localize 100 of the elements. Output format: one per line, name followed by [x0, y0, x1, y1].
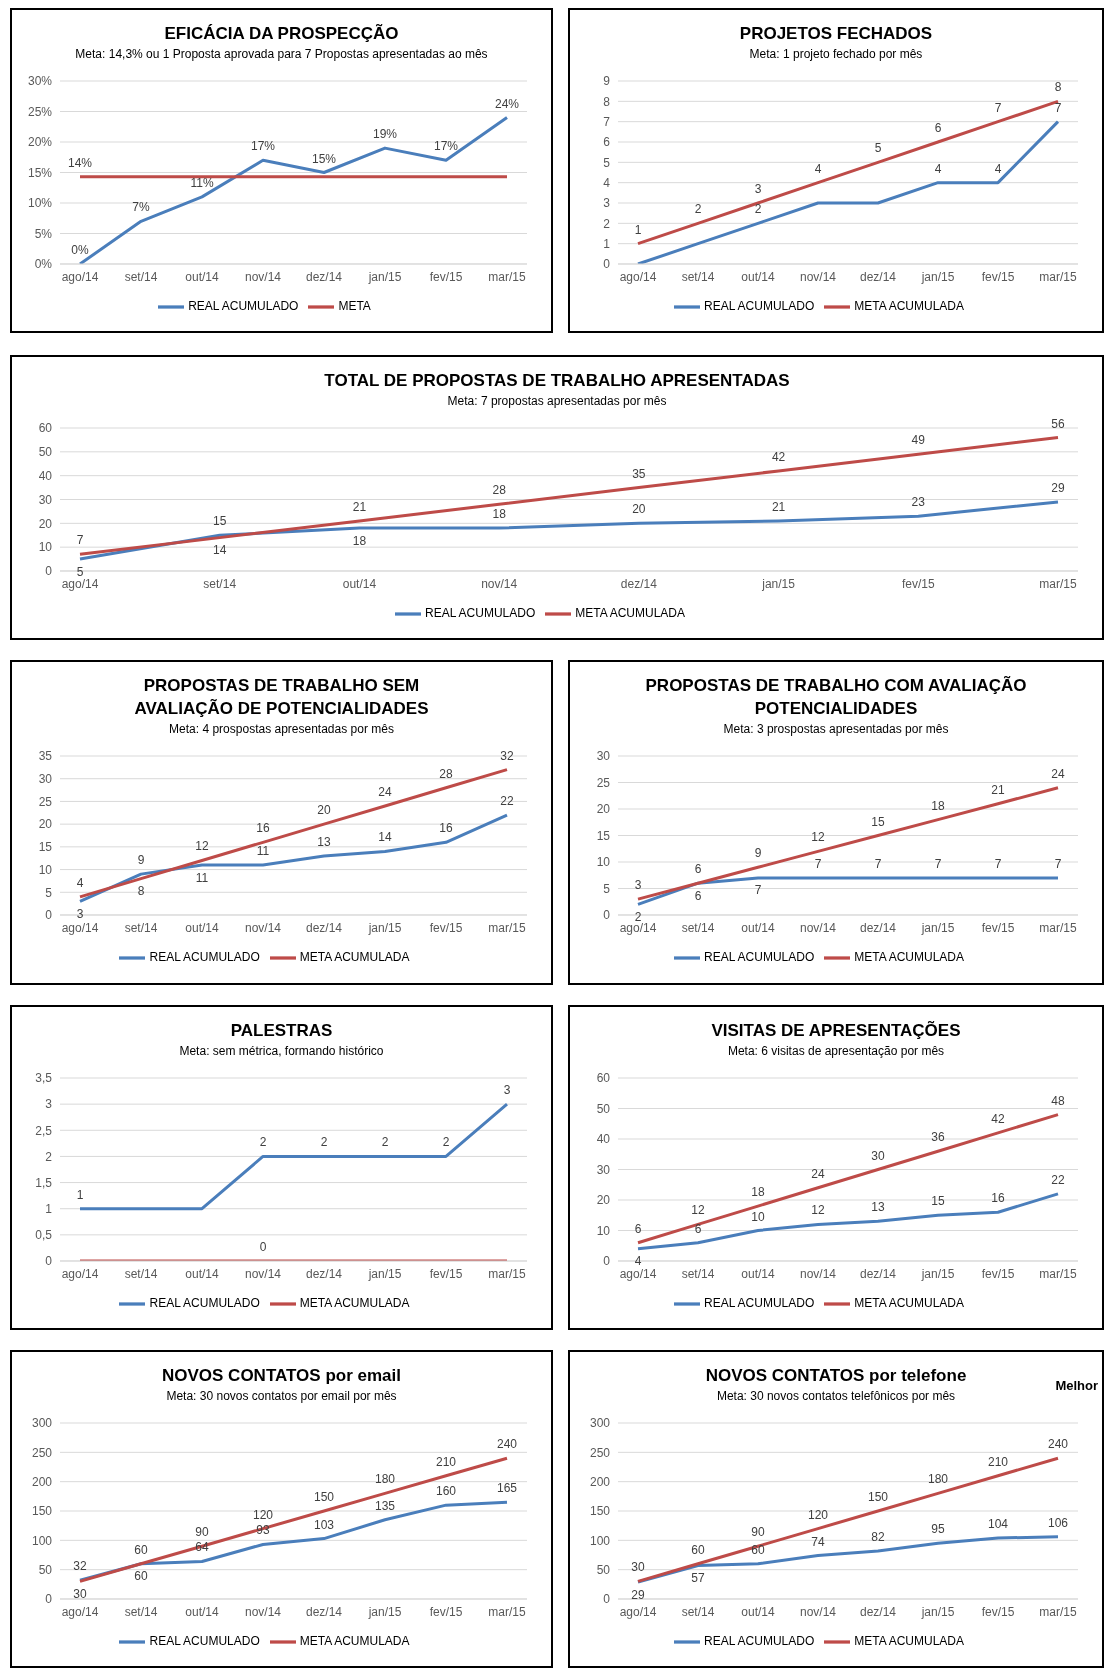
data-label: 14 — [213, 543, 227, 558]
y-tick-label: 0% — [34, 257, 53, 272]
y-tick-label: 1 — [45, 1201, 53, 1216]
y-tick-label: 8 — [603, 94, 611, 109]
y-tick-label: 5% — [34, 226, 53, 241]
x-tick-label: jan/15 — [367, 269, 402, 284]
data-label: 210 — [987, 1454, 1009, 1469]
x-tick-label: set/14 — [681, 269, 715, 284]
data-label: 21 — [771, 499, 786, 514]
x-tick-label: jan/15 — [367, 1266, 402, 1281]
data-label: 18 — [492, 507, 507, 522]
y-tick-label: 50 — [38, 445, 53, 460]
line-series — [636, 99, 1060, 246]
data-label: 9 — [137, 853, 145, 868]
y-tick-label: 30 — [596, 749, 611, 764]
chart-title: PROPOSTAS DE TRABALHO COM AVALIAÇÃO POTENCIALIDADES — [644, 675, 1028, 720]
text: Melhor — [1055, 1378, 1098, 1393]
data-label: 2 — [381, 1135, 389, 1150]
y-tick-label: 20 — [38, 817, 53, 832]
y-tick-label: 300 — [31, 1416, 53, 1431]
y-tick-label: 15 — [596, 828, 611, 843]
data-label: 7 — [874, 856, 882, 871]
x-tick-label: fev/15 — [429, 269, 463, 284]
x-tick-label: out/14 — [741, 1604, 775, 1619]
data-label: 12 — [195, 839, 209, 854]
data-label: 15 — [213, 514, 227, 529]
x-tick-label: jan/15 — [920, 269, 955, 284]
data-label: 24 — [378, 784, 392, 799]
x-tick-label: dez/14 — [859, 1266, 897, 1281]
chart-title: PALESTRAS — [229, 1020, 334, 1042]
data-label: 60 — [134, 1569, 148, 1584]
y-tick-label: 15% — [27, 165, 53, 180]
x-tick-label: nov/14 — [244, 1604, 282, 1619]
data-label: 6 — [934, 121, 942, 135]
data-label: 7 — [76, 533, 84, 548]
y-tick-label: 0 — [603, 1592, 611, 1607]
y-tick-label: 100 — [31, 1533, 53, 1548]
y-tick-label: 10 — [596, 1223, 611, 1238]
chart-subtitle: Meta: 3 prospostas apresentadas por mês — [722, 722, 950, 736]
y-tick-label: 15 — [38, 840, 53, 855]
data-label: 17% — [433, 139, 459, 154]
x-tick-label: jan/15 — [761, 576, 796, 591]
chart-title: EFICÁCIA DA PROSPECÇÃO — [163, 23, 400, 45]
x-tick-label: jan/15 — [920, 1266, 955, 1281]
legend-label: META ACUMULADA — [854, 299, 965, 314]
data-label: 14% — [67, 155, 93, 170]
y-tick-label: 40 — [38, 468, 53, 483]
data-label: 120 — [807, 1507, 829, 1522]
data-label: 11 — [256, 844, 270, 859]
chart-title: TOTAL DE PROPOSTAS DE TRABALHO APRESENTADAS — [323, 370, 791, 392]
x-tick-label: set/14 — [203, 576, 237, 591]
data-label: 2 — [259, 1135, 267, 1150]
legend-label: REAL ACUMULADO — [424, 606, 536, 621]
data-label: 104 — [987, 1516, 1009, 1531]
x-tick-label: out/14 — [185, 920, 219, 935]
x-tick-label: set/14 — [681, 1266, 715, 1281]
x-tick-label: nov/14 — [799, 1266, 837, 1281]
data-label: 3 — [76, 906, 84, 921]
data-label: 240 — [1047, 1437, 1069, 1452]
data-label: 12 — [811, 1203, 825, 1218]
legend-label: META ACUMULADA — [299, 1296, 410, 1311]
data-label: 7 — [1054, 856, 1062, 871]
data-label: 240 — [496, 1437, 518, 1452]
data-label: 42 — [991, 1111, 1005, 1126]
y-tick-label: 60 — [596, 1071, 611, 1086]
data-label: 18 — [352, 533, 367, 548]
y-tick-label: 20 — [38, 516, 53, 531]
data-label: 29 — [1051, 480, 1065, 495]
data-label: 2 — [442, 1135, 450, 1150]
data-label: 10 — [751, 1209, 765, 1224]
data-label: 15% — [311, 151, 337, 166]
data-label: 12 — [811, 830, 825, 845]
x-tick-label: nov/14 — [799, 269, 837, 284]
legend-label: META ACUMULADA — [854, 1634, 965, 1649]
data-label: 6 — [694, 862, 702, 877]
y-tick-label: 6 — [603, 135, 611, 150]
x-tick-label: dez/14 — [859, 269, 897, 284]
x-tick-label: fev/15 — [429, 1266, 463, 1281]
y-tick-label: 300 — [589, 1416, 611, 1431]
data-label: 1 — [76, 1187, 84, 1202]
y-tick-label: 30 — [596, 1162, 611, 1177]
data-label: 24% — [494, 96, 520, 111]
chart-subtitle: Meta: 30 novos contatos por email por mês — [165, 1389, 398, 1403]
data-label: 8 — [1054, 80, 1062, 95]
chart-title: VISITAS DE APRESENTAÇÕES — [710, 1020, 962, 1042]
y-tick-label: 5 — [603, 881, 611, 896]
data-label: 17% — [250, 139, 276, 154]
y-tick-label: 40 — [596, 1132, 611, 1147]
y-tick-label: 7 — [603, 114, 611, 129]
chart-subtitle: Meta: 14,3% ou 1 Proposta aprovada para 7 Propostas apresentadas ao mês — [74, 47, 489, 61]
x-tick-label: fev/15 — [981, 269, 1015, 284]
data-label: 6 — [694, 1221, 702, 1236]
x-tick-label: set/14 — [681, 920, 715, 935]
data-label: 103 — [313, 1517, 335, 1532]
x-tick-label: nov/14 — [244, 920, 282, 935]
data-label: 11% — [190, 175, 214, 190]
y-tick-label: 30% — [27, 74, 53, 89]
x-tick-label: dez/14 — [305, 1604, 343, 1619]
data-label: 36 — [931, 1130, 945, 1145]
data-label: 15 — [871, 814, 885, 829]
